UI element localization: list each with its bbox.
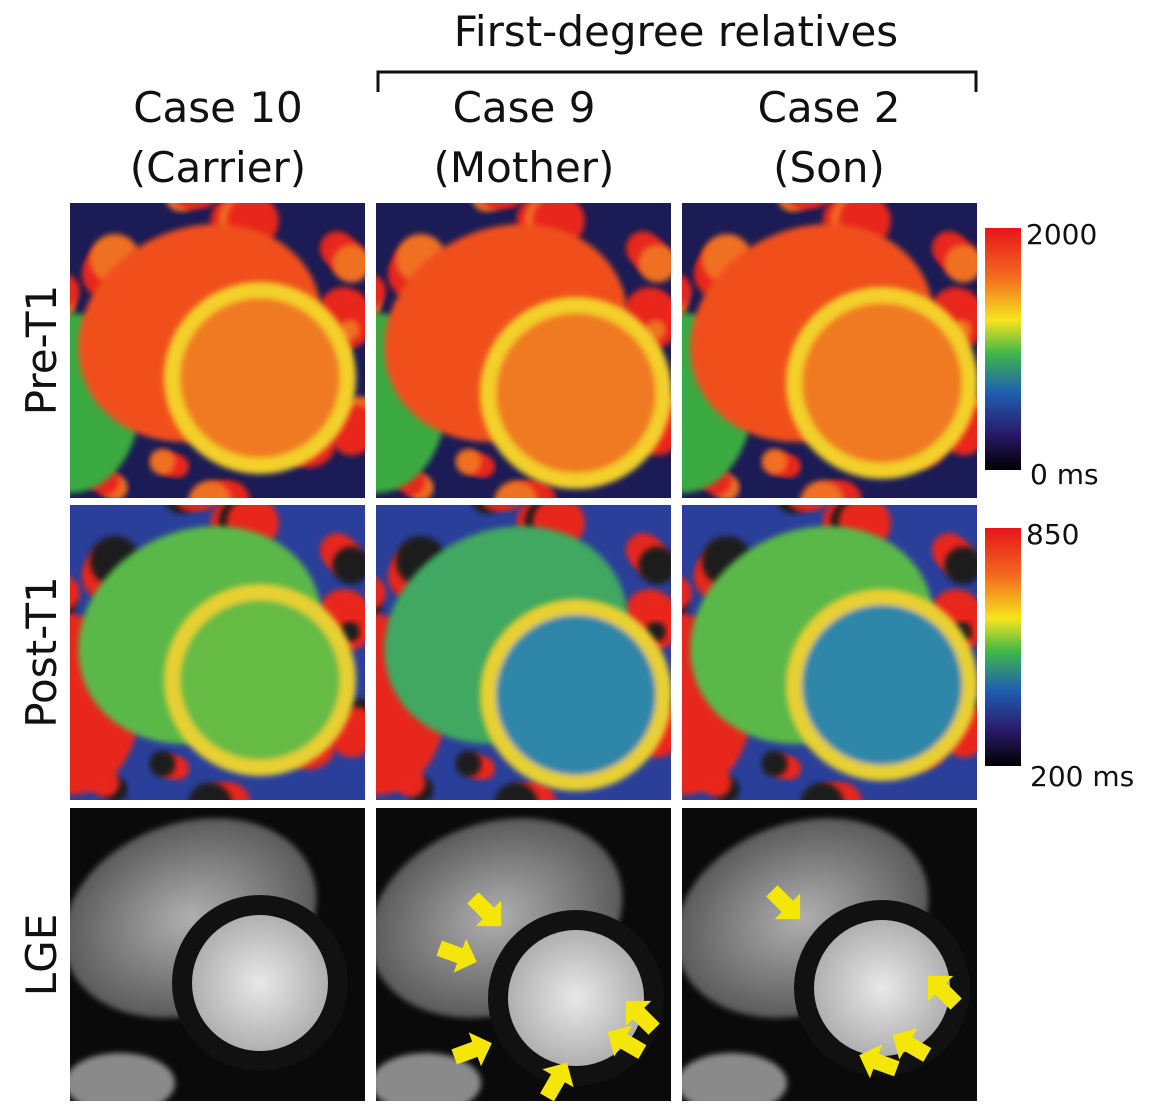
row-label: Post-T1 (17, 576, 66, 728)
image-panel (341, 784, 671, 1101)
myocardium-ring (794, 295, 970, 471)
image-grid (0, 172, 991, 1101)
colorbar-scale (985, 528, 1021, 766)
colorbar-min: 200 ms (1030, 760, 1134, 793)
row-label: Pre-T1 (17, 285, 66, 415)
myocardium-ring (182, 905, 338, 1061)
colorbar: 850 200 ms (985, 518, 1134, 793)
colorbar-min: 0 ms (1030, 458, 1099, 491)
myocardium-ring (172, 592, 348, 768)
column-case: Case 9 (453, 83, 596, 132)
column-case: Case 10 (133, 83, 303, 132)
column-role: (Mother) (434, 143, 615, 192)
speckle (455, 449, 481, 475)
speckle (944, 547, 982, 585)
column-role: (Carrier) (130, 143, 306, 192)
myocardium-ring (488, 305, 664, 481)
colorbar-max: 850 (1026, 518, 1079, 551)
colorbar-scale (985, 228, 1021, 470)
speckle (332, 547, 370, 585)
colorbar: 2000 0 ms (985, 218, 1099, 491)
column-case: Case 2 (758, 83, 901, 132)
speckle (455, 751, 481, 777)
image-panel (35, 784, 365, 1101)
speckle (149, 449, 175, 475)
speckle (761, 751, 787, 777)
myocardium-ring (172, 290, 348, 466)
speckle (149, 751, 175, 777)
speckle (638, 547, 676, 585)
figure: First-degree relatives Case 10 (Carrier)… (0, 0, 1150, 1101)
group-title: First-degree relatives (454, 7, 898, 56)
column-role: (Son) (773, 143, 885, 192)
colorbar-max: 2000 (1026, 218, 1097, 251)
column-headers: Case 10 (Carrier) Case 9 (Mother) Case 2… (130, 83, 901, 192)
speckle (332, 245, 370, 283)
row-label: LGE (17, 914, 66, 996)
myocardium-ring (488, 607, 664, 783)
row-labels: Pre-T1 Post-T1 LGE (17, 285, 66, 996)
speckle (944, 245, 982, 283)
speckle (638, 245, 676, 283)
speckle (761, 449, 787, 475)
myocardium-ring (794, 597, 970, 773)
